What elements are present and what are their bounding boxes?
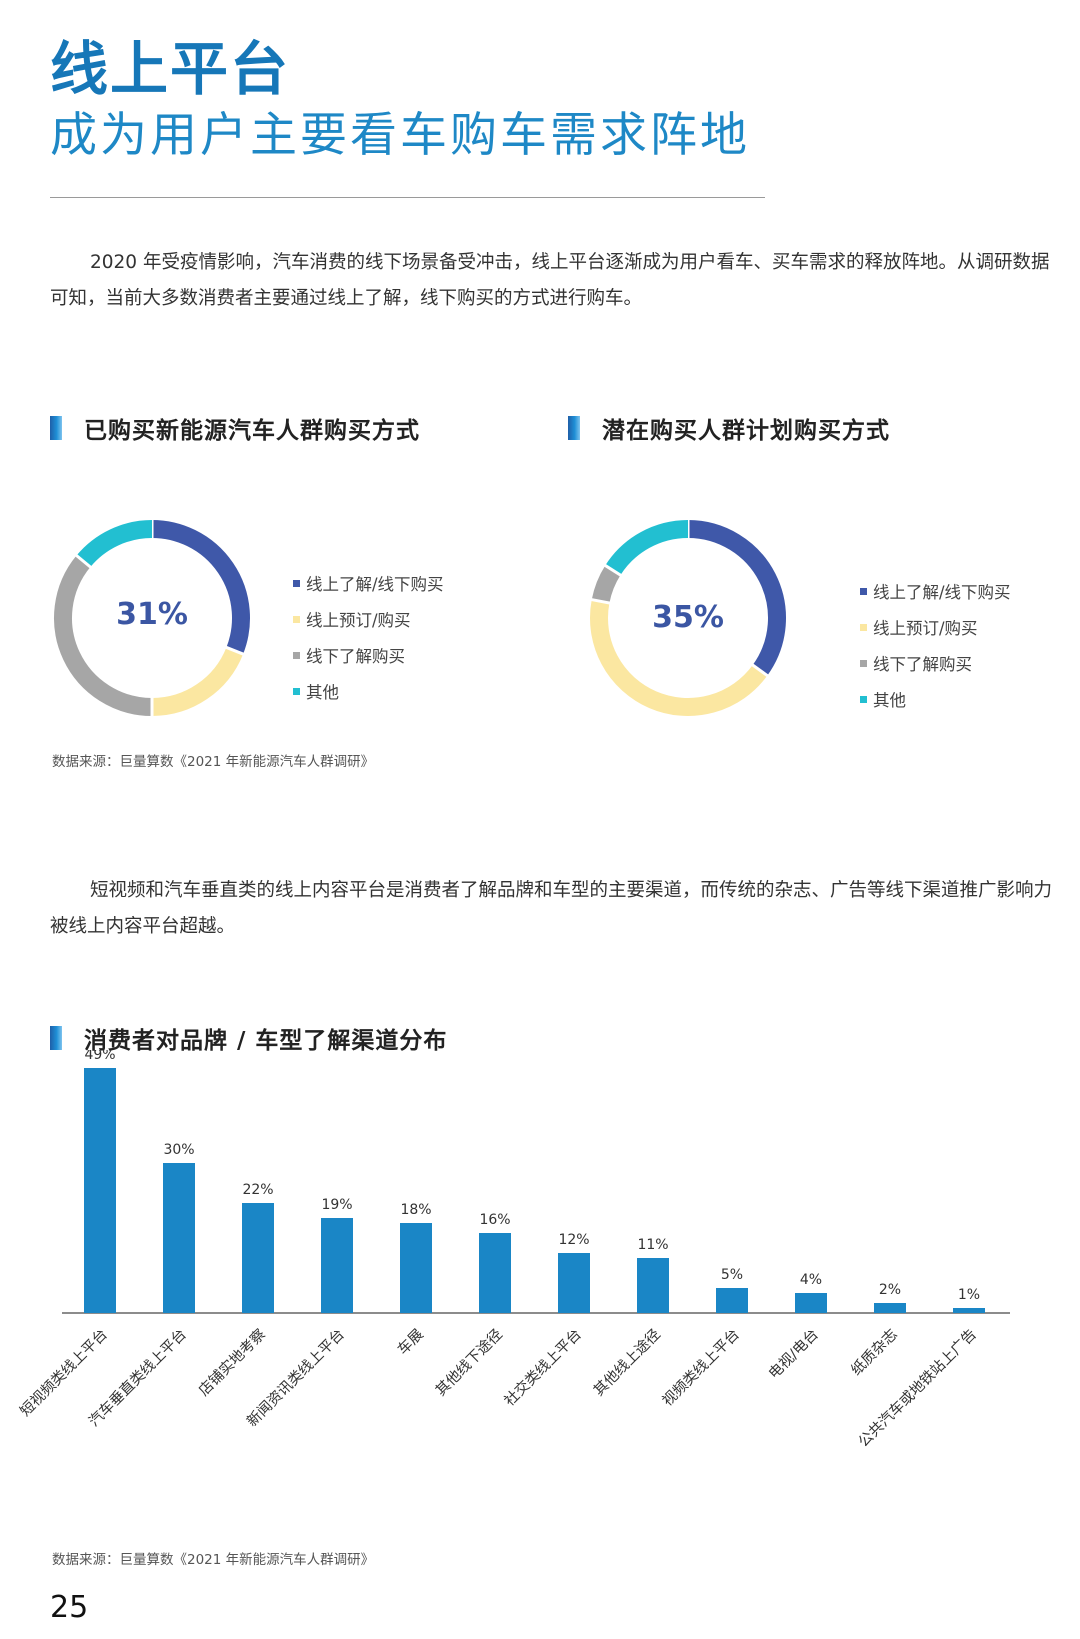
chart3-heading: 消费者对品牌 / 车型了解渠道分布 xyxy=(50,1025,447,1054)
legend-swatch xyxy=(860,695,867,703)
slice-separator xyxy=(74,553,93,569)
x-tick-label: 其他线下途径 xyxy=(432,1326,506,1400)
bar xyxy=(953,1308,985,1313)
bar-value-label: 22% xyxy=(242,1182,273,1198)
bar-value-label: 12% xyxy=(558,1232,589,1248)
donut-slice xyxy=(605,520,689,576)
legend-swatch xyxy=(293,579,300,587)
bar xyxy=(321,1218,353,1313)
bar-value-label: 49% xyxy=(84,1050,115,1063)
donut2-legend: 线上了解/线下购买 线上预订/购买 线下了解购买 其他 xyxy=(860,573,1011,717)
donut-slice xyxy=(151,647,244,716)
x-tick-label: 纸质杂志 xyxy=(848,1326,901,1379)
x-tick-label: 视频类线上平台 xyxy=(659,1326,743,1410)
bar-value-label: 4% xyxy=(800,1272,822,1288)
bar-value-label: 1% xyxy=(958,1287,980,1303)
legend-item: 线上了解/线下购买 xyxy=(860,573,1011,609)
bar-value-label: 5% xyxy=(721,1267,743,1283)
donut-chart-2 xyxy=(590,519,786,716)
donut-slice xyxy=(54,555,153,716)
donut-slice xyxy=(687,520,786,676)
donut1-center-label: 31% xyxy=(116,597,188,632)
bar-value-label: 2% xyxy=(879,1282,901,1298)
page-number: 25 xyxy=(50,1590,89,1625)
legend-label: 线上了解/线下购买 xyxy=(306,575,444,594)
intro-paragraph: 2020 年受疫情影响，汽车消费的线下场景备受冲击，线上平台逐渐成为用户看车、买… xyxy=(50,252,1050,309)
slice-separator xyxy=(590,597,611,605)
legend-swatch xyxy=(293,615,300,623)
bar xyxy=(163,1163,195,1313)
bar xyxy=(716,1288,748,1313)
legend-item: 线上预订/购买 xyxy=(293,601,444,637)
legend-item: 线上预订/购买 xyxy=(860,609,1011,645)
slice-separator xyxy=(751,663,769,678)
bar-value-label: 16% xyxy=(479,1212,510,1228)
legend-label: 线下了解购买 xyxy=(873,655,972,674)
legend-label: 线上了解/线下购买 xyxy=(873,583,1011,602)
x-tick-label: 其他线上途径 xyxy=(590,1326,664,1400)
chart1-title: 已购买新能源汽车人群购买方式 xyxy=(84,418,420,444)
second-paragraph: 短视频和汽车垂直类的线上内容平台是消费者了解品牌和车型的主要渠道，而传统的杂志、… xyxy=(50,880,1053,937)
bar xyxy=(400,1223,432,1313)
legend-item: 其他 xyxy=(860,681,1011,717)
x-tick-label: 社交类线上平台 xyxy=(500,1325,584,1409)
legend-swatch xyxy=(860,659,867,667)
section-marker-icon xyxy=(50,1026,62,1050)
chart1-heading: 已购买新能源汽车人群购买方式 xyxy=(50,415,420,444)
legend-swatch xyxy=(293,687,300,695)
x-tick-label: 车展 xyxy=(394,1326,427,1359)
bar-value-label: 30% xyxy=(163,1142,194,1158)
bar xyxy=(795,1293,827,1313)
bar-chart: 49%短视频类线上平台30%汽车垂直类线上平台22%店铺实地考察19%新闻资讯类… xyxy=(17,1050,1010,1451)
legend-swatch xyxy=(860,623,867,631)
legend-label: 其他 xyxy=(306,683,339,702)
page-subtitle: 成为用户主要看车购车需求阵地 xyxy=(50,108,750,163)
legend-item: 线下了解购买 xyxy=(860,645,1011,681)
x-tick-label: 店铺实地考察 xyxy=(195,1325,269,1399)
donut-slice xyxy=(76,520,153,568)
title-divider xyxy=(50,197,765,198)
legend-item: 线上了解/线下购买 xyxy=(293,565,444,601)
legend-label: 线下了解购买 xyxy=(306,647,405,666)
slice-separator xyxy=(603,563,623,577)
section-marker-icon xyxy=(50,416,62,440)
donut2-center-label: 35% xyxy=(652,600,724,635)
chart3-title: 消费者对品牌 / 车型了解渠道分布 xyxy=(84,1028,448,1054)
x-tick-label: 短视频类线上平台 xyxy=(17,1326,111,1420)
bar xyxy=(558,1253,590,1313)
donut-slice xyxy=(591,565,621,604)
legend-label: 线上预订/购买 xyxy=(873,619,978,638)
legend-label: 其他 xyxy=(873,691,906,710)
legend-item: 线下了解购买 xyxy=(293,637,444,673)
legend-label: 线上预订/购买 xyxy=(306,611,411,630)
chart2-title: 潜在购买人群计划购买方式 xyxy=(602,418,890,444)
bar xyxy=(84,1068,116,1313)
bar xyxy=(637,1258,669,1313)
legend-swatch xyxy=(293,651,300,659)
donut-slice xyxy=(151,520,250,655)
legend-swatch xyxy=(860,587,867,595)
bar xyxy=(479,1233,511,1313)
bar-value-label: 19% xyxy=(321,1197,352,1213)
bar-value-label: 11% xyxy=(637,1237,668,1253)
section-marker-icon xyxy=(568,416,580,440)
donut-slice xyxy=(590,599,768,716)
donut1-legend: 线上了解/线下购买 线上预订/购买 线下了解购买 其他 xyxy=(293,565,444,709)
legend-item: 其他 xyxy=(293,673,444,709)
donut-chart-1 xyxy=(54,519,250,717)
bar-value-label: 18% xyxy=(400,1202,431,1218)
bar xyxy=(874,1303,906,1313)
bar xyxy=(242,1203,274,1313)
source-note-2: 数据来源：巨量算数《2021 年新能源汽车人群调研》 xyxy=(52,1552,375,1568)
chart2-heading: 潜在购买人群计划购买方式 xyxy=(568,415,890,444)
source-note-1: 数据来源：巨量算数《2021 年新能源汽车人群调研》 xyxy=(52,754,375,770)
x-tick-label: 电视/电台 xyxy=(765,1326,821,1382)
slice-separator xyxy=(224,645,245,656)
page-title: 线上平台 xyxy=(50,35,291,103)
